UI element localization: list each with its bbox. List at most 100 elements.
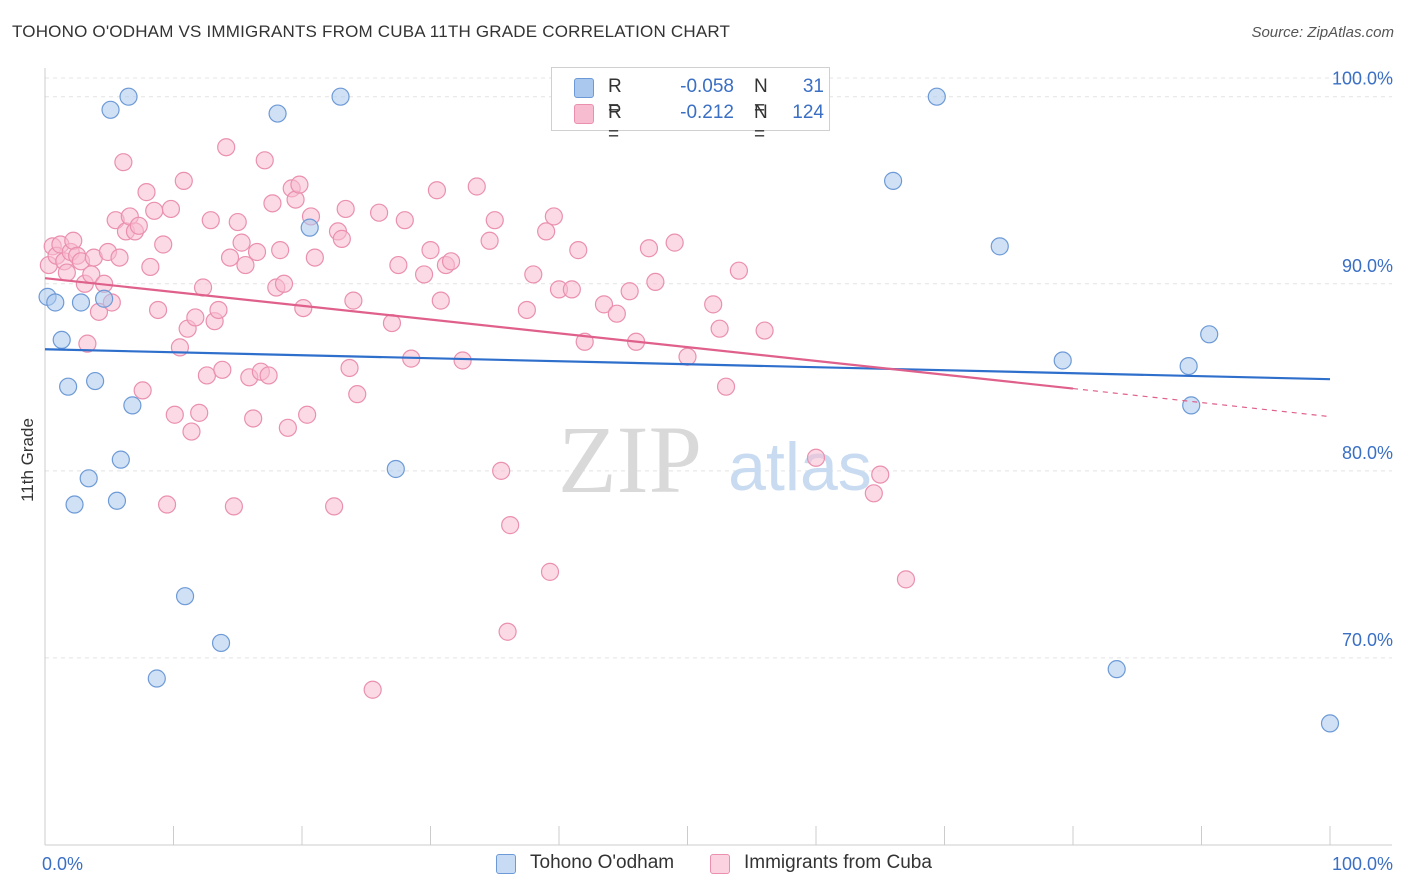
- trend-layer: [44, 277, 1331, 418]
- y-tick-label: 80.0%: [1342, 443, 1393, 463]
- trend-line-cuba-dashed: [1072, 387, 1331, 418]
- point-cuba: [290, 175, 309, 194]
- label-layer: 70.0% 80.0% 90.0% 100.0% 0.0% 100.0% 11th Grad…: [18, 69, 1393, 874]
- trend-line-cuba: [44, 277, 1074, 390]
- point-tohono: [1107, 660, 1126, 679]
- point-cuba: [620, 282, 639, 301]
- point-cuba: [336, 199, 355, 219]
- point-tohono: [1200, 325, 1219, 344]
- y-axis-title: 11th Grade: [18, 418, 37, 502]
- point-cuba: [755, 321, 774, 340]
- point-cuba: [325, 497, 344, 516]
- point-cuba: [639, 239, 659, 258]
- point-cuba: [431, 291, 450, 310]
- point-cuba: [678, 347, 697, 366]
- point-tohono: [1320, 714, 1340, 733]
- point-cuba: [137, 183, 156, 202]
- point-cuba: [710, 319, 729, 338]
- point-tohono: [95, 289, 114, 308]
- point-tohono: [1053, 351, 1072, 370]
- point-cuba: [340, 358, 359, 378]
- legend-n-label: N =: [754, 76, 768, 119]
- point-tohono: [331, 87, 350, 106]
- bottom-legend-swatch-tohono: [496, 854, 516, 874]
- point-tohono: [1182, 396, 1201, 415]
- y-tick-label: 100.0%: [1332, 69, 1393, 89]
- point-cuba: [174, 171, 193, 190]
- point-cuba: [395, 211, 414, 230]
- watermark-zip: ZIP: [558, 406, 702, 513]
- point-cuba: [421, 241, 440, 260]
- point-cuba: [186, 308, 205, 327]
- point-cuba: [729, 261, 749, 280]
- point-cuba: [190, 403, 209, 422]
- point-cuba: [896, 570, 916, 589]
- point-cuba: [217, 138, 236, 157]
- point-cuba: [414, 265, 434, 284]
- point-cuba: [64, 231, 83, 250]
- point-cuba: [182, 422, 201, 441]
- point-cuba: [244, 409, 263, 428]
- point-tohono: [79, 469, 98, 488]
- point-cuba: [201, 211, 220, 230]
- point-cuba: [197, 366, 217, 385]
- point-cuba: [274, 274, 294, 293]
- point-cuba: [348, 385, 367, 404]
- stats-legend: R = -0.058 N = 31 R = -0.212 N = 124: [551, 67, 830, 145]
- point-cuba: [259, 366, 278, 385]
- point-tohono: [268, 104, 287, 123]
- point-tohono: [990, 237, 1009, 256]
- point-cuba: [501, 516, 520, 535]
- point-cuba: [569, 241, 588, 260]
- point-cuba: [485, 211, 504, 230]
- legend-n-label: N =: [754, 102, 768, 145]
- point-cuba: [228, 212, 247, 232]
- point-cuba: [544, 207, 563, 226]
- point-tohono: [147, 669, 166, 688]
- point-cuba: [665, 233, 684, 252]
- point-tohono: [107, 491, 127, 510]
- point-cuba: [133, 381, 152, 400]
- point-tohono: [86, 371, 105, 391]
- bottom-legend-label-cuba: Immigrants from Cuba: [744, 852, 932, 873]
- point-cuba: [453, 351, 472, 370]
- point-cuba: [594, 295, 614, 314]
- point-cuba: [607, 304, 626, 323]
- point-cuba: [145, 201, 164, 220]
- point-cuba: [540, 562, 560, 581]
- point-cuba: [467, 177, 486, 196]
- x-tick-label: 0.0%: [42, 854, 83, 874]
- point-cuba: [537, 222, 556, 241]
- point-cuba: [305, 248, 324, 267]
- point-tohono: [52, 330, 71, 350]
- point-cuba: [498, 622, 517, 641]
- point-tohono: [71, 293, 91, 312]
- point-cuba: [389, 255, 408, 275]
- point-cuba: [148, 300, 168, 320]
- point-cuba: [213, 360, 232, 379]
- point-cuba: [480, 231, 499, 250]
- point-cuba: [427, 181, 447, 200]
- x-tick-label: 100.0%: [1332, 854, 1393, 874]
- point-cuba: [255, 151, 274, 170]
- point-cuba: [562, 280, 581, 299]
- watermark-atlas: atlas: [728, 429, 872, 505]
- point-tohono: [386, 459, 405, 479]
- bottom-legend-label-tohono: Tohono O'odham: [530, 852, 675, 873]
- legend-n-value: 124: [792, 102, 824, 123]
- point-cuba: [224, 497, 243, 516]
- point-cuba: [157, 495, 177, 514]
- point-cuba: [286, 190, 305, 209]
- point-cuba: [871, 465, 890, 484]
- point-cuba: [332, 229, 351, 248]
- point-cuba: [806, 448, 826, 467]
- point-cuba: [110, 248, 129, 267]
- point-tohono: [927, 87, 946, 106]
- point-cuba: [209, 300, 228, 320]
- point-cuba: [864, 484, 883, 503]
- point-tohono: [123, 396, 142, 415]
- point-tohono: [111, 450, 130, 469]
- point-cuba: [78, 334, 97, 353]
- point-cuba: [524, 265, 543, 284]
- legend-swatch-cuba: [574, 104, 594, 124]
